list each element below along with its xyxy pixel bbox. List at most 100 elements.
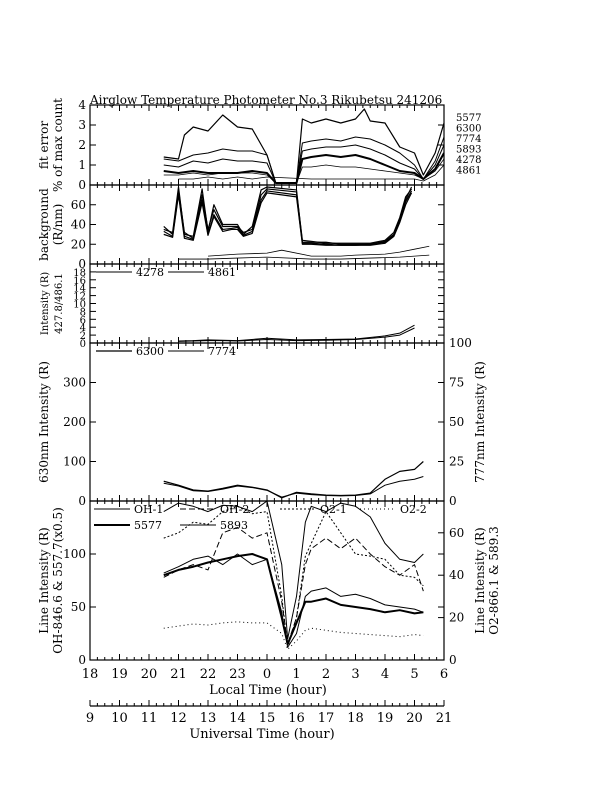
legend-label: OH-2 <box>220 503 249 516</box>
legend-label: O2-1 <box>320 503 347 516</box>
local-time-tick-label: 22 <box>200 667 217 682</box>
universal-time-tick-label: 11 <box>141 711 158 726</box>
y-axis-label: 630nm Intensity (R) <box>37 361 51 483</box>
series-line-4278 <box>178 324 415 342</box>
right-series-label: 4861 <box>456 166 481 177</box>
y-axis-label: 427.8/486.1 <box>54 273 65 334</box>
y-axis-label: Line Intensity (R) <box>37 527 51 633</box>
y-tick-label: 4 <box>78 98 86 112</box>
right-series-label: 7774 <box>456 134 481 145</box>
series-line-5577 <box>163 553 424 646</box>
series-line-6300 <box>163 461 424 499</box>
universal-time-axis-label: Universal Time (hour) <box>189 727 334 742</box>
universal-time-tick-label: 20 <box>406 711 423 726</box>
series-group <box>163 461 424 499</box>
y-tick-label: 100 <box>63 455 86 469</box>
local-time-tick-label: 21 <box>170 667 187 682</box>
series-line-O2-1 <box>163 505 424 648</box>
local-time-tick-label: 1 <box>292 667 300 682</box>
series-line-4278 <box>207 245 430 257</box>
series-line-5893 <box>163 192 413 246</box>
panel-frame <box>89 342 445 502</box>
local-time-tick-label: 20 <box>141 667 158 682</box>
y-right-tick-label: 50 <box>449 415 464 429</box>
series-line-4861 <box>178 254 430 260</box>
y-tick-label: 0 <box>78 653 86 667</box>
series-line-5893 <box>163 152 444 184</box>
y-right-tick-label: 0 <box>449 653 457 667</box>
universal-time-tick-label: 12 <box>170 711 187 726</box>
series-line-4861 <box>178 327 415 342</box>
local-time-tick-label: 5 <box>410 667 418 682</box>
local-time-tick-label: 4 <box>381 667 389 682</box>
legend-label: 4861 <box>208 266 236 279</box>
legend-label: 5577 <box>134 519 162 532</box>
panel-fit-error: 0 1 2 3 4 fit error% of max count 557763007774… <box>37 98 481 192</box>
y-right-tick-label: 0 <box>449 494 457 508</box>
series-group <box>163 501 424 650</box>
universal-time-tick-label: 17 <box>318 711 335 726</box>
y-tick-label: 40 <box>71 218 86 232</box>
y-tick-label: 10 <box>73 300 86 311</box>
y-tick-label: 0 <box>80 339 86 350</box>
local-time-tick-label: 0 <box>263 667 271 682</box>
local-time-tick-labels: 18 19 20 21 22 23 0 1 2 3 4 5 6 <box>82 667 448 682</box>
y-tick-label: 18 <box>73 268 86 279</box>
y-right-axis-label: 777nm Intensity (R) <box>473 361 487 483</box>
y-tick-label: 1 <box>78 158 86 172</box>
right-series-label: 5577 <box>456 113 481 124</box>
y-axis-label: % of max count <box>51 98 65 192</box>
local-time-tick-label: 23 <box>229 667 246 682</box>
y-tick-label: 2 <box>78 138 86 152</box>
y-right-tick-label: 20 <box>449 611 464 625</box>
universal-time-tick-label: 15 <box>259 711 276 726</box>
series-line-6300 <box>163 136 444 184</box>
y-axis-label: Intensity (R) <box>40 272 51 335</box>
y-axis-label: (R/nm) <box>51 204 65 246</box>
legend-label: 6300 <box>136 345 164 358</box>
series-line-OH-1 <box>163 501 424 640</box>
y-tick-label: 20 <box>71 237 86 251</box>
universal-time-tick-label: 14 <box>229 711 246 726</box>
series-line-4861 <box>178 164 444 182</box>
y-right-tick-label: 60 <box>449 526 464 540</box>
y-axis-label: background <box>37 188 51 261</box>
series-line-5577 <box>163 186 413 245</box>
legend-label: OH-1 <box>134 503 163 516</box>
local-time-tick-label: 19 <box>111 667 128 682</box>
y-tick-label: 3 <box>78 118 86 132</box>
y-tick-label: 6 <box>80 315 86 326</box>
legend-label: O2-2 <box>400 503 427 516</box>
legend-label: 5893 <box>220 519 248 532</box>
y-tick-label: 50 <box>71 600 86 614</box>
universal-time-tick-label: 21 <box>436 711 453 726</box>
universal-time-tick-label: 16 <box>288 711 305 726</box>
y-tick-label: 4 <box>80 323 86 334</box>
series-line-O2-2 <box>163 621 424 650</box>
y-tick-label: 300 <box>63 376 86 390</box>
y-right-tick-label: 40 <box>449 568 464 582</box>
universal-time-tick-label: 19 <box>377 711 394 726</box>
y-tick-label: 200 <box>63 415 86 429</box>
panel-frame <box>89 184 445 265</box>
right-series-label: 6300 <box>456 124 481 135</box>
y-right-tick-label: 75 <box>449 376 464 390</box>
series-line-5893 <box>163 553 424 648</box>
local-time-axis-label: Local Time (hour) <box>209 683 327 698</box>
series-group <box>163 108 444 184</box>
right-series-label: 5893 <box>456 145 481 156</box>
series-group <box>163 186 430 260</box>
universal-time-tick-label: 10 <box>111 711 128 726</box>
legend-label: 4278 <box>136 266 164 279</box>
y-right-axis-label: O2-866.1 & 589.3 <box>487 526 501 635</box>
y-tick-label: 2 <box>80 331 86 342</box>
y-tick-label: 12 <box>73 292 86 303</box>
series-line-5577 <box>163 108 444 184</box>
universal-time-tick-labels: 9 10 11 12 13 14 15 16 17 18 19 20 21 <box>86 700 452 726</box>
local-time-tick-label: 2 <box>322 667 330 682</box>
right-series-label: 4278 <box>456 155 481 166</box>
y-axis-label: OH-846.6 & 557.7(x0.5) <box>51 507 65 654</box>
legend-label: 7774 <box>208 345 236 358</box>
